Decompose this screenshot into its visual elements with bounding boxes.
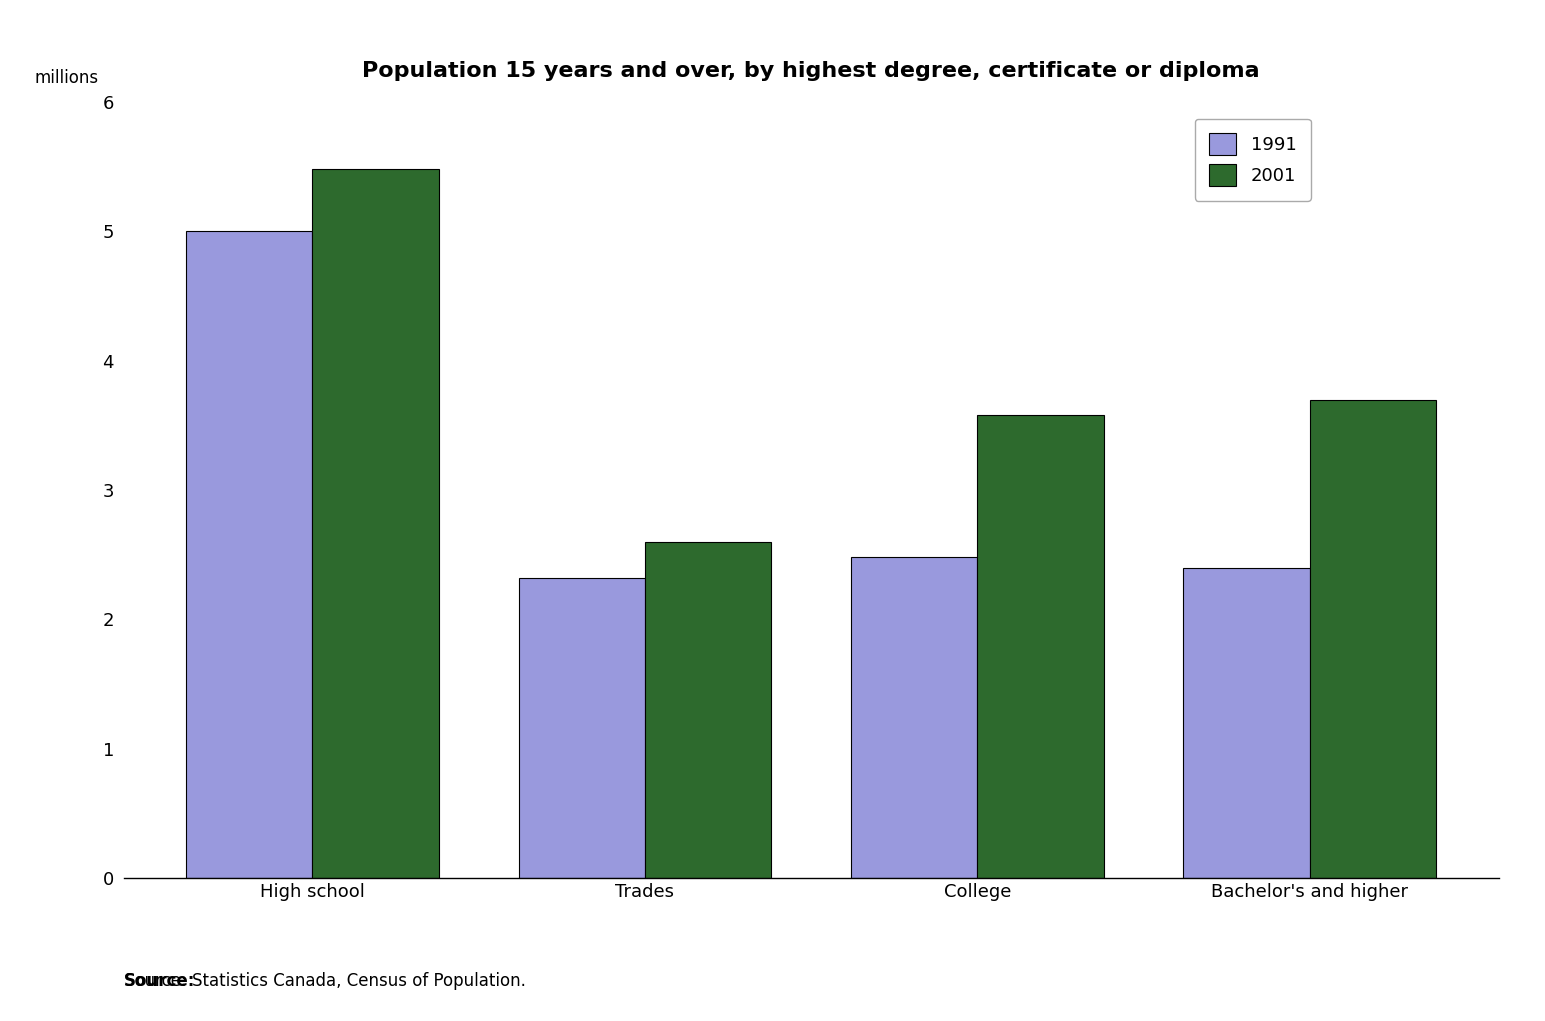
Bar	[519, 578, 644, 878]
Text: Source:: Source:	[124, 972, 195, 990]
Text: millions: millions	[34, 68, 99, 87]
Bar	[185, 232, 312, 878]
Bar	[978, 416, 1103, 878]
Bar	[1183, 568, 1310, 878]
Bar	[312, 169, 439, 878]
Text: Source: Statistics Canada, Census of Population.: Source: Statistics Canada, Census of Pop…	[124, 972, 525, 990]
Title: Population 15 years and over, by highest degree, certificate or diploma: Population 15 years and over, by highest…	[363, 61, 1259, 81]
Legend: 1991, 2001: 1991, 2001	[1194, 118, 1310, 201]
Bar	[1310, 399, 1437, 878]
Bar	[851, 557, 978, 878]
Bar	[644, 542, 771, 878]
